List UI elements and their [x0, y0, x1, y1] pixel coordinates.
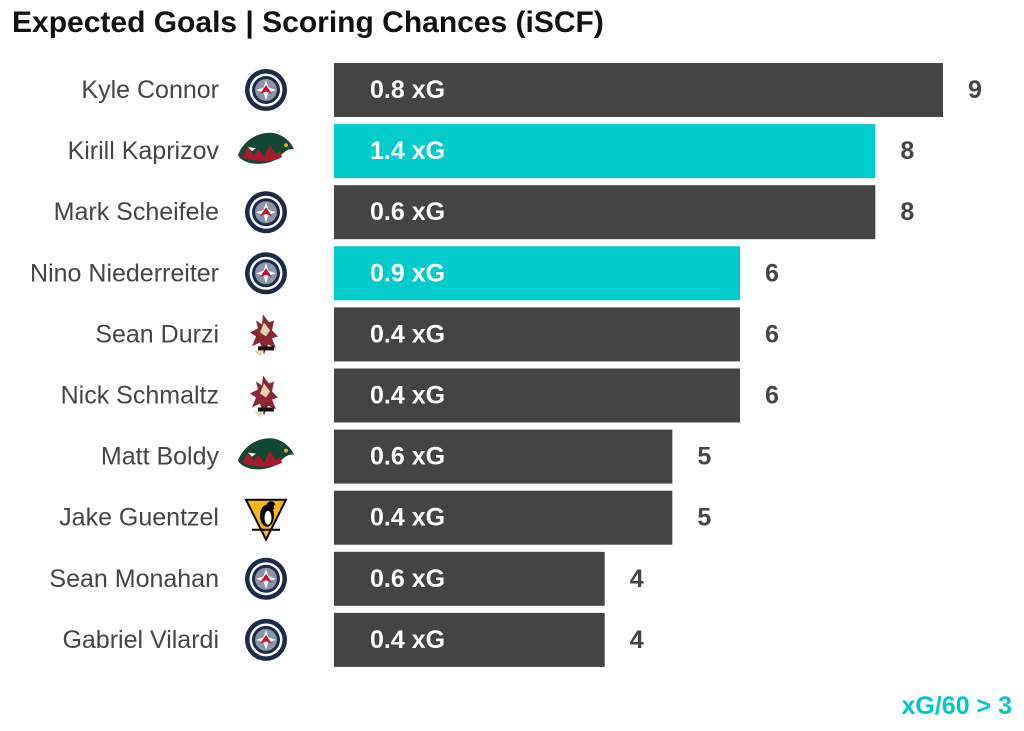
- bar: [334, 490, 673, 545]
- chart-annotation: xG/60 > 3: [901, 692, 1013, 720]
- bar: [334, 551, 605, 606]
- xg-label: 0.8 xG: [370, 76, 445, 104]
- bar: [334, 307, 740, 362]
- xg-label: 0.9 xG: [370, 259, 445, 287]
- coyotes-logo: [250, 375, 278, 418]
- player-name: Nino Niederreiter: [30, 259, 219, 287]
- xg-label: 1.4 xG: [370, 137, 445, 165]
- value-label: 4: [630, 565, 644, 593]
- coyotes-logo: [250, 314, 278, 357]
- player-name: Sean Durzi: [95, 320, 219, 348]
- wild-logo: [238, 438, 294, 470]
- player-name: Kyle Connor: [81, 76, 219, 104]
- value-label: 6: [765, 382, 779, 410]
- xg-label: 0.6 xG: [370, 198, 445, 226]
- player-name: Kirill Kaprizov: [68, 137, 220, 165]
- bar: [334, 429, 673, 484]
- value-label: 6: [765, 320, 779, 348]
- xg-label: 0.4 xG: [370, 626, 445, 654]
- xg-label: 0.4 xG: [370, 504, 445, 532]
- jets-logo: [245, 191, 287, 234]
- jets-logo: [245, 557, 287, 600]
- player-name: Nick Schmaltz: [61, 382, 219, 410]
- bar: [334, 612, 605, 667]
- bar: [334, 185, 876, 240]
- xg-label: 0.6 xG: [370, 443, 445, 471]
- value-label: 8: [900, 198, 914, 226]
- penguins-logo: [245, 498, 287, 541]
- value-label: 6: [765, 259, 779, 287]
- xg-label: 0.4 xG: [370, 382, 445, 410]
- plot-area: Kyle Connor 0.8 xG 9 Kirill Kaprizov 1.4 xG 8…: [30, 63, 982, 667]
- value-label: 8: [900, 137, 914, 165]
- value-label: 9: [968, 76, 982, 104]
- wild-logo: [238, 132, 294, 164]
- value-label: 5: [697, 504, 711, 532]
- player-name: Jake Guentzel: [59, 504, 219, 532]
- bar: [334, 246, 740, 301]
- bar: [334, 63, 943, 117]
- xg-label: 0.4 xG: [370, 320, 445, 348]
- xg-label: 0.6 xG: [370, 565, 445, 593]
- player-name: Mark Scheifele: [54, 198, 219, 226]
- player-name: Gabriel Vilardi: [62, 626, 219, 654]
- jets-logo: [245, 618, 287, 661]
- jets-logo: [245, 252, 287, 295]
- chart-title: Expected Goals | Scoring Chances (iSCF): [12, 6, 604, 39]
- value-label: 4: [630, 626, 644, 654]
- bar: [334, 368, 740, 423]
- player-name: Matt Boldy: [101, 443, 220, 471]
- value-label: 5: [697, 443, 711, 471]
- bar: [334, 124, 876, 179]
- player-name: Sean Monahan: [49, 565, 219, 593]
- jets-logo: [245, 69, 287, 111]
